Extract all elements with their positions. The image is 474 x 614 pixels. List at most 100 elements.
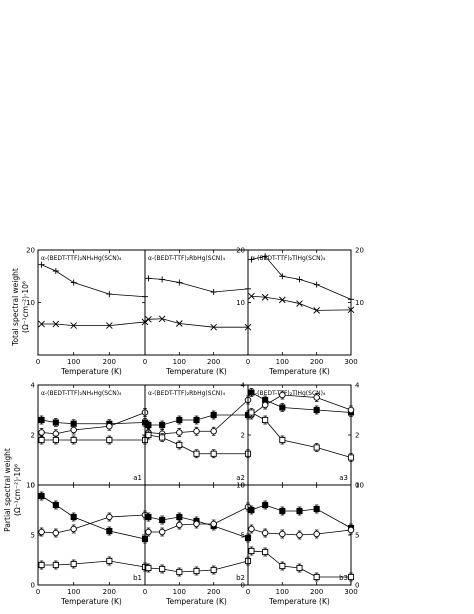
data-point-0 [262,253,269,260]
panel-title: α-(BEDT-TTF)₂RbHg(SCN)₄ [148,390,226,397]
data-point-2 [70,436,77,444]
data-point-2 [210,450,217,457]
panel-label: b1 [133,574,142,582]
data-point-2 [145,431,152,439]
panel-a3: 0 02 24 4α-(BEDT-TTF)₂TlHg(SCN)₄a3 [241,382,360,490]
x-tick-label: 200 [103,358,116,366]
y-tick-label: 0 [31,582,35,590]
x-tick-label: 200 [207,358,220,366]
panel-top-1: 0 100 200 10 20 α-(BEDT-TTF)₂NH₄Hg(SCN)₄ Tempe… [26,247,149,376]
y-tick-label-right: 10 [355,482,364,490]
data-point-1 [261,529,269,537]
data-point-0 [70,513,77,521]
data-point-0 [296,507,303,515]
panel-title: α-(BEDT-TTF)₂NH₄Hg(SCN)₄ [41,255,122,262]
y-tick-label: 20 [236,247,245,255]
panel-label: b2 [236,574,245,582]
x-axis-label: Temperature (K) [165,367,227,376]
data-point-1 [106,423,113,430]
data-point-0 [248,256,255,263]
data-point-0 [313,281,320,288]
data-point-1 [313,394,320,401]
y-tick-label-right: 2 [355,432,359,440]
panel-label: a2 [236,474,245,482]
data-point-1 [52,320,60,328]
y-tick-label-right: 4 [355,382,360,390]
y-tick-label: 4 [241,382,246,390]
data-point-1 [210,520,217,528]
top-y-axis-label: Total spectral weight [11,268,20,347]
y-tick-label: 10 [236,482,245,490]
x-tick-label: 0 [36,588,40,596]
data-point-0 [106,527,113,535]
panel-title: α-(BEDT-TTF)₂NH₄Hg(SCN)₄ [41,390,122,397]
y-tick-label: 2 [241,432,245,440]
panel-label: a1 [133,474,142,482]
y-tick-label-right: 10 [355,299,364,307]
x-tick-label: 0 [143,588,147,596]
y-tick-label: 0 [31,482,35,490]
data-point-2 [347,454,355,461]
x-axis-label: Temperature (K) [268,367,330,376]
data-point-0 [210,411,217,419]
data-point-0 [313,406,320,414]
panels: 0 100 2001020α-(BEDT-TTF)₂NH₄Hg(SCN)₄Tempe… [26,247,364,607]
data-point-1 [248,292,255,300]
panel-a2: α-(BEDT-TTF)₂RbHg(SCN)₄ a2 [144,384,252,486]
data-point-1 [261,293,269,301]
panel-top-3: 0 100 200 300 10 10 20 20 α-(BEDT-TTF)₂TlHg(SCN)… [236,247,364,377]
panel-label: a3 [339,474,348,482]
x-tick-label: 300 [344,588,357,596]
data-point-1 [210,323,217,331]
x-tick-label: 100 [67,358,80,366]
data-point-0 [70,420,77,427]
data-point-0 [296,276,303,283]
data-point-2 [159,434,166,441]
y-tick-label: 0 [241,582,245,590]
data-point-2 [262,548,269,556]
y-tick-label: 10 [26,299,35,307]
x-axis-label: Temperature (K) [60,597,122,606]
series-line-1 [251,295,352,311]
data-point-0 [145,275,152,282]
data-point-2 [313,573,320,581]
x-tick-label: 0 [36,358,40,366]
data-point-1 [279,391,286,399]
data-point-1 [70,322,77,329]
y-tick-label: 10 [236,299,245,307]
plot-frame [37,249,146,356]
y-tick-label: 20 [26,247,35,255]
panel-title: α-(BEDT-TTF)₂TlHg(SCN)₄ [251,255,326,262]
data-point-0 [176,279,183,286]
data-point-0 [145,421,152,429]
y-tick-label: 10 [26,482,35,490]
data-point-0 [279,273,286,280]
data-point-0 [193,416,200,424]
data-point-0 [159,421,166,429]
x-tick-label: 100 [276,358,289,366]
x-axis-label: Temperature (K) [60,367,122,376]
x-tick-label: 200 [310,358,323,366]
data-point-2 [106,436,113,444]
data-point-2 [176,441,183,449]
data-point-0 [52,419,59,426]
x-tick-label: 0 [143,358,147,366]
data-point-2 [210,566,217,574]
data-point-0 [248,506,255,514]
data-point-1 [38,528,45,536]
data-point-1 [145,315,152,323]
data-point-2 [159,565,166,573]
data-point-2 [106,557,113,565]
data-point-1 [38,320,45,328]
panel-label: b3 [339,574,348,582]
plot-frame [247,249,352,356]
panel-title: α-(BEDT-TTF)₂TlHg(SCN)₄ [251,390,326,397]
data-point-1 [248,525,255,533]
data-point-2 [279,562,286,570]
data-point-1 [279,296,286,304]
data-point-1 [38,429,45,436]
data-point-1 [193,520,200,528]
data-point-0 [38,261,45,268]
x-tick-label: 100 [173,588,186,596]
y-tick-label: 5 [31,532,35,540]
